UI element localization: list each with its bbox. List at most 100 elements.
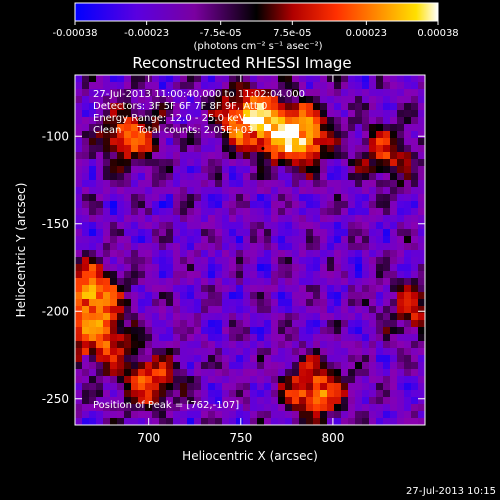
heatmap-cell [348,208,356,216]
heatmap-cell [166,250,174,258]
heatmap-cell [75,208,83,216]
heatmap-cell [313,418,321,425]
heatmap-cell [278,292,286,300]
heatmap-cell [341,271,349,279]
heatmap-cell [103,418,111,425]
heatmap-cell [243,103,251,111]
heatmap-cell [152,292,160,300]
heatmap-cell [110,103,118,111]
heatmap-cell [194,264,202,272]
heatmap-cell [404,334,412,342]
heatmap-cell [215,404,223,412]
heatmap-cell [411,285,419,293]
heatmap-cell [355,292,363,300]
heatmap-cell [75,82,83,90]
heatmap-cell [236,131,244,139]
heatmap-cell [110,250,118,258]
heatmap-cell [418,327,425,335]
heatmap-cell [250,411,258,419]
heatmap-cell [313,124,321,132]
heatmap-cell [201,208,209,216]
heatmap-cell [208,355,216,363]
heatmap-cell [236,264,244,272]
heatmap-cell [236,257,244,265]
heatmap-cell [355,145,363,153]
heatmap-cell [418,208,425,216]
heatmap-cell [397,390,405,398]
heatmap-cell [124,243,132,251]
heatmap-cell [243,404,251,412]
heatmap-cell [138,152,146,160]
heatmap-cell [271,306,279,314]
heatmap-cell [397,411,405,419]
heatmap-cell [222,89,230,97]
heatmap-cell [355,348,363,356]
heatmap-cell [173,355,181,363]
heatmap-cell [250,166,258,174]
heatmap-cell [145,236,153,244]
heatmap-cell [327,187,335,195]
heatmap-cell [152,418,160,425]
heatmap-cell [334,369,342,377]
heatmap-cell [75,131,83,139]
heatmap-cell [215,334,223,342]
heatmap-cell [82,82,90,90]
heatmap-cell [285,138,293,146]
heatmap-cell [215,75,223,83]
heatmap-cell [110,299,118,307]
heatmap-cell [250,348,258,356]
heatmap-cell [306,152,314,160]
heatmap-cell [194,362,202,370]
heatmap-cell [187,201,195,209]
heatmap-cell [383,159,391,167]
heatmap-cell [145,194,153,202]
heatmap-cell [222,166,230,174]
heatmap-cell [215,222,223,230]
heatmap-cell [390,103,398,111]
heatmap-cell [103,327,111,335]
heatmap-cell [320,306,328,314]
heatmap-cell [313,278,321,286]
heatmap-cell [124,194,132,202]
heatmap-cell [257,243,265,251]
heatmap-cell [159,166,167,174]
heatmap-cell [299,285,307,293]
heatmap-cell [117,327,125,335]
heatmap-cell [75,152,83,160]
heatmap-cell [124,110,132,118]
heatmap-cell [75,201,83,209]
heatmap-cell [89,348,97,356]
heatmap-cell [271,208,279,216]
heatmap-cell [208,397,216,405]
heatmap-cell [187,75,195,83]
heatmap-cell [82,411,90,419]
heatmap-cell [418,222,425,230]
heatmap-cell [313,243,321,251]
heatmap-cell [215,215,223,223]
heatmap-cell [208,278,216,286]
heatmap-cell [285,320,293,328]
heatmap-cell [250,229,258,237]
heatmap-cell [355,229,363,237]
heatmap-cell [376,215,384,223]
heatmap-cell [124,117,132,125]
heatmap-cell [173,152,181,160]
heatmap-cell [376,257,384,265]
heatmap-cell [201,418,209,425]
heatmap-cell [369,292,377,300]
heatmap-cell [75,362,83,370]
heatmap-cell [250,271,258,279]
heatmap-cell [82,320,90,328]
heatmap-cell [89,299,97,307]
heatmap-cell [278,124,286,132]
heatmap-cell [229,383,237,391]
heatmap-cell [215,264,223,272]
heatmap-cell [138,201,146,209]
info-block: 27-Jul-2013 11:00:40.000 to 11:02:04.000… [93,89,305,136]
heatmap-cell [152,208,160,216]
heatmap-cell [264,243,272,251]
heatmap-cell [215,187,223,195]
heatmap-cell [110,306,118,314]
heatmap-cell [348,180,356,188]
heatmap-cell [194,327,202,335]
